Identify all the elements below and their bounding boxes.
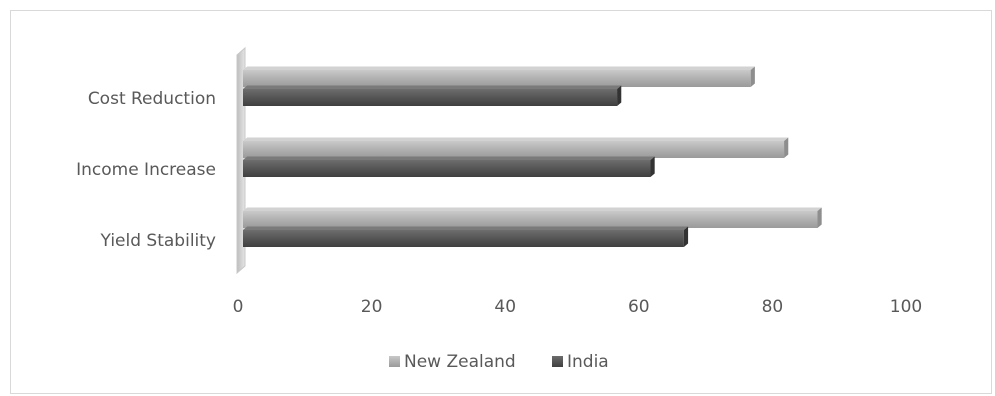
x-tick-label-0: 0 [233, 297, 244, 317]
bar-new-zealand-cost-reduction [243, 66, 755, 87]
legend-swatch-india [552, 356, 563, 367]
x-tick-label-20: 20 [361, 297, 383, 317]
chart-legend: New Zealand India [389, 352, 609, 372]
category-label-yield-stability: Yield Stability [100, 231, 216, 251]
bar-india-income-increase [243, 156, 655, 177]
legend-label-new-zealand: New Zealand [404, 352, 516, 372]
x-tick-label-80: 80 [762, 297, 784, 317]
bar-new-zealand-income-increase [243, 137, 789, 158]
bar-india-cost-reduction [243, 85, 622, 106]
category-label-income-increase: Income Increase [76, 160, 216, 180]
x-tick-label-40: 40 [494, 297, 516, 317]
bar-new-zealand-yield-stability [243, 207, 822, 228]
legend-label-india: India [567, 352, 609, 372]
legend-swatch-new-zealand [389, 356, 400, 367]
bar-india-yield-stability [243, 226, 689, 247]
category-label-cost-reduction: Cost Reduction [88, 89, 216, 109]
x-tick-label-100: 100 [890, 297, 922, 317]
x-tick-label-60: 60 [628, 297, 650, 317]
